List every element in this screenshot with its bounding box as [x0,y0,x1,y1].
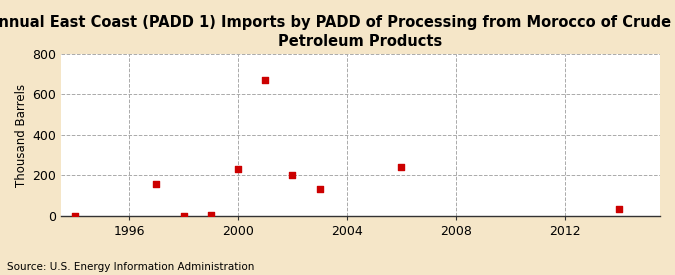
Y-axis label: Thousand Barrels: Thousand Barrels [15,83,28,186]
Point [260,78,271,82]
Text: Source: U.S. Energy Information Administration: Source: U.S. Energy Information Administ… [7,262,254,272]
Point [151,182,162,186]
Point [178,213,189,218]
Point [287,173,298,177]
Point [315,186,325,191]
Point [233,167,244,171]
Point [70,214,80,218]
Title: Annual East Coast (PADD 1) Imports by PADD of Processing from Morocco of Crude O: Annual East Coast (PADD 1) Imports by PA… [0,15,675,49]
Point [614,207,624,212]
Point [396,165,407,169]
Point [205,213,216,218]
